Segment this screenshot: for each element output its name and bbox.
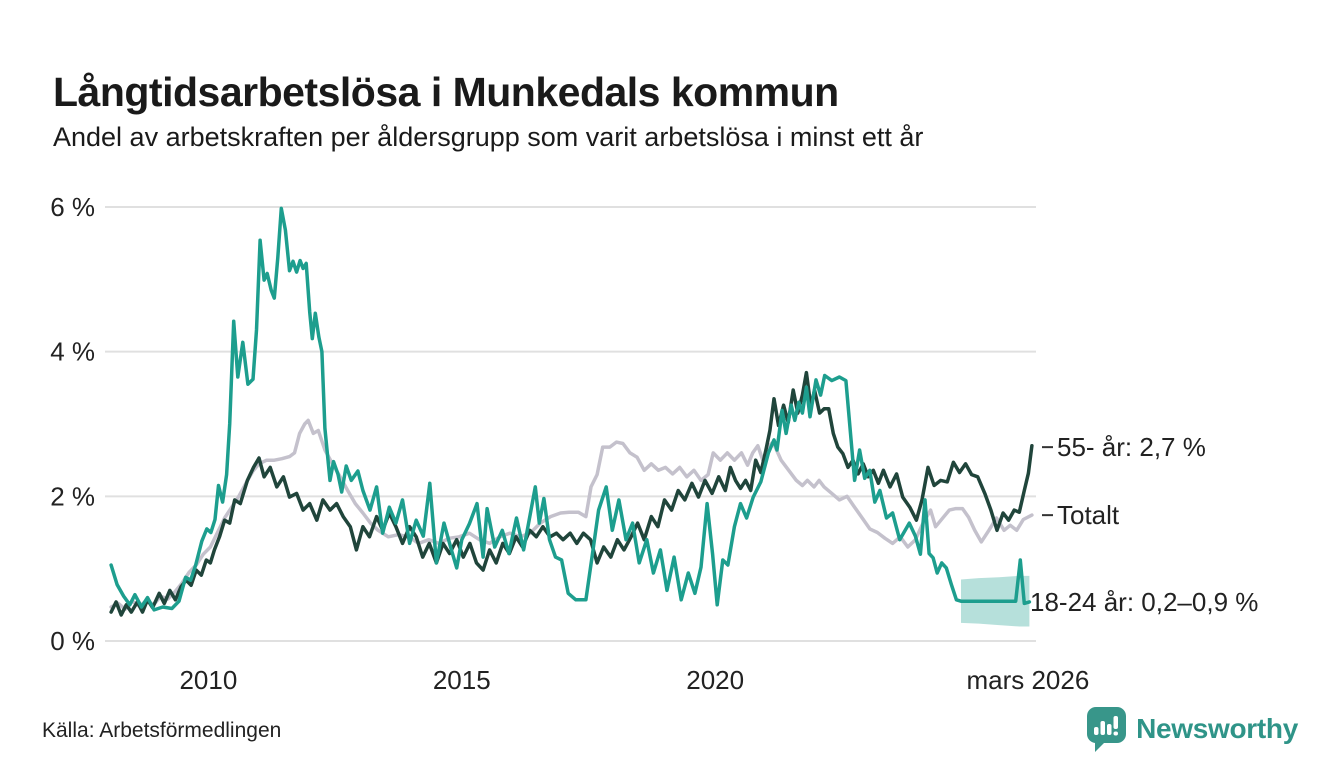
x-axis-tick-label: 2020: [686, 665, 744, 695]
chart-subtitle: Andel av arbetskraften per åldersgrupp s…: [53, 122, 924, 152]
y-axis-tick-label: 6 %: [50, 192, 95, 222]
x-axis-tick-label: 2010: [179, 665, 237, 695]
series-end-label: Totalt: [1057, 500, 1120, 530]
page-title: Långtidsarbetslösa i Munkedals kommun: [53, 69, 839, 116]
source-caption: Källa: Arbetsförmedlingen: [42, 719, 282, 742]
newsworthy-wordmark: Newsworthy: [1136, 713, 1298, 744]
series-end-label: 55- år: 2,7 %: [1057, 432, 1206, 462]
series-line-55-r: [109, 370, 1034, 617]
y-axis-tick-label: 0 %: [50, 626, 95, 656]
newsworthy-logo: Newsworthy: [1086, 706, 1298, 752]
x-axis-tick-label: 2015: [433, 665, 491, 695]
series-line-18-24-r: [109, 206, 1032, 612]
chart-speech-bubble-icon: [1087, 707, 1127, 752]
y-axis-tick-label: 2 %: [50, 481, 95, 511]
series-end-label: 18-24 år: 0,2–0,9 %: [1030, 587, 1258, 617]
x-axis-tick-label: mars 2026: [966, 665, 1089, 695]
y-axis-tick-label: 4 %: [50, 337, 95, 367]
